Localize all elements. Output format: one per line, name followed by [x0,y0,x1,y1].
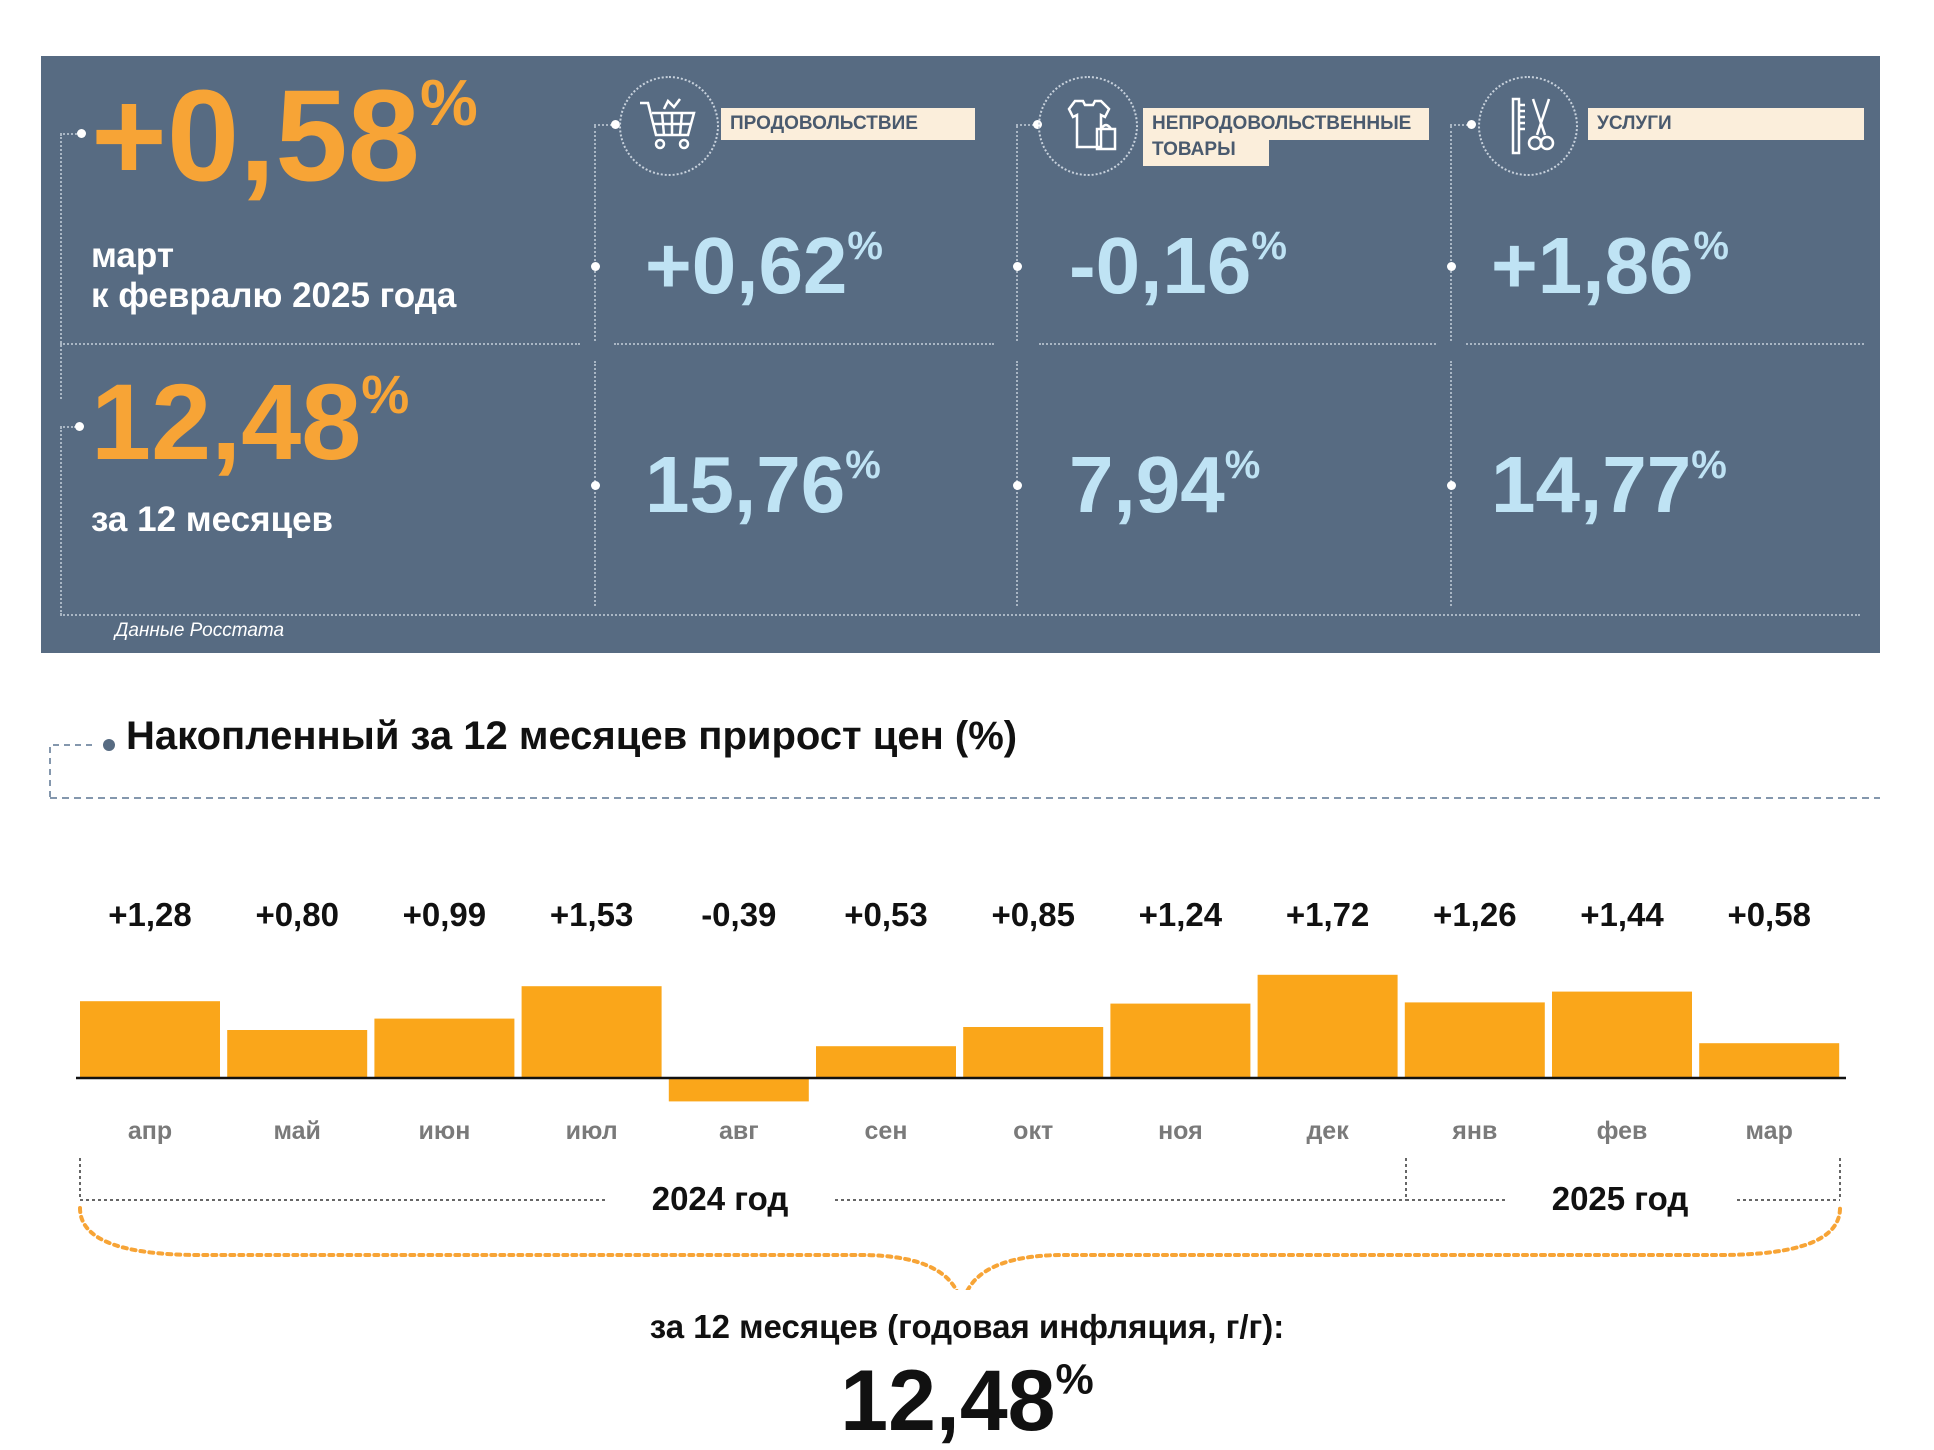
bullet-dot [1013,262,1022,271]
divider [60,614,1860,616]
summary-panel: +0,58% март к февралю 2025 года 12,48% з… [41,56,1880,653]
mom-caption: март к февралю 2025 года [91,236,457,315]
value-label: +0,53 [844,896,928,933]
year-label-2025: 2025 год [1552,1180,1689,1217]
bullet-dot [75,422,84,431]
clothes-bag-icon [1038,76,1138,176]
category-label: янв [1451,1117,1497,1145]
category-label: ноя [1158,1117,1203,1145]
bar-апр [80,1001,220,1078]
divider [1450,124,1472,126]
divider [60,427,62,615]
bar-сен [816,1046,956,1078]
value-label: +1,44 [1580,896,1664,933]
shopping-cart-icon [619,76,719,176]
category-label: авг [719,1117,759,1145]
divider [60,426,76,428]
bar-июн [374,1018,515,1078]
nonfood-mom-value: -0,16% [1069,221,1287,310]
value-label: +1,28 [108,896,192,933]
bullet-dot [1447,481,1456,490]
divider [614,343,994,345]
bullet-dot [1447,262,1456,271]
divider [60,134,62,399]
bullet-dot [611,120,620,129]
bullet-dot [591,262,600,271]
yoy-headline: 12,48% [91,361,410,482]
summary-caption: за 12 месяцев (годовая инфляция, г/г): [649,1308,1285,1345]
bar-май [227,1030,368,1078]
category-label: дек [1306,1117,1349,1145]
bar-окт [963,1027,1104,1078]
year-label-2024: 2024 год [652,1180,789,1217]
value-label: +0,80 [255,896,339,933]
bar-мар [1699,1043,1840,1078]
food-mom-value: +0,62% [645,221,883,310]
value-label: +1,24 [1139,896,1223,933]
value-label: -0,39 [701,896,776,933]
bullet-dot [1033,120,1042,129]
bullet-dot [591,481,600,490]
category-label: сен [865,1117,908,1145]
value-label: +0,99 [403,896,487,933]
bar-дек [1257,974,1398,1078]
food-yoy-value: 15,76% [645,440,881,529]
nonfood-yoy-value: 7,94% [1069,440,1261,529]
services-yoy-value: 14,77% [1491,440,1727,529]
value-label: +0,58 [1727,896,1811,933]
title-frame [49,739,1880,799]
value-label: +0,85 [991,896,1075,933]
value-label: +1,26 [1433,896,1517,933]
bar-ноя [1110,1003,1251,1078]
bar-chart: +1,28 апр +0,80 май +0,99 июн +1,53 июл -0,39 авг… [76,896,1846,1290]
comb-scissors-icon [1478,76,1578,176]
category-label: мар [1746,1117,1793,1145]
divider [1039,343,1436,345]
divider [1450,126,1452,341]
category-label: май [273,1117,320,1145]
bar-фев [1552,991,1692,1078]
category-label: июл [566,1117,618,1145]
value-label: +1,53 [550,896,634,933]
divider [594,124,616,126]
bullet-dot [77,129,86,138]
summary-value: 12,48% [840,1353,1094,1449]
bullet-dot [1467,120,1476,129]
bar-янв [1404,1002,1545,1078]
year-brace [78,1206,1842,1290]
category-label: фев [1597,1117,1648,1145]
source-note: Данные Росстата [115,620,285,641]
category-label-services: УСЛУГИ [1588,108,1864,140]
category-label: окт [1013,1117,1053,1145]
services-mom-value: +1,86% [1491,221,1729,310]
value-label: +1,72 [1286,896,1370,933]
category-label: июн [418,1117,470,1145]
category-label-nonfood: НЕПРОДОВОЛЬСТВЕННЫЕ [1143,108,1429,140]
divider [1466,343,1864,345]
mom-headline: +0,58% [91,62,478,209]
chart-title: Накопленный за 12 месяцев прирост цен (%… [126,714,1018,758]
divider [60,133,80,135]
divider [1016,126,1018,341]
divider [594,126,596,341]
divider [1016,124,1038,126]
bar-июл [521,986,662,1078]
category-label-nonfood-line2: ТОВАРЫ [1143,134,1269,166]
bar-авг [668,1078,809,1102]
category-label: апр [128,1117,172,1145]
category-label-food: ПРОДОВОЛЬСТВИЕ [721,108,975,140]
divider [60,343,580,345]
bullet-dot [1013,481,1022,490]
yoy-caption: за 12 месяцев [91,500,334,539]
